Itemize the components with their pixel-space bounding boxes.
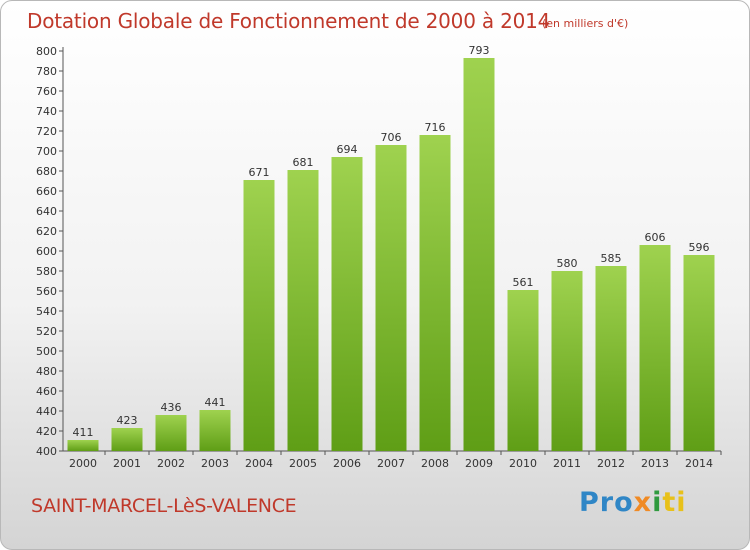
y-tick-label: 440: [36, 405, 57, 418]
y-tick-label: 520: [36, 325, 57, 338]
bar-2010: [507, 290, 539, 451]
x-tick-label: 2012: [597, 457, 625, 470]
data-label: 694: [337, 143, 358, 156]
y-tick-label: 740: [36, 105, 57, 118]
y-tick-label: 620: [36, 225, 57, 238]
bars-group: [67, 58, 715, 451]
bar-2011: [551, 271, 583, 451]
data-label: 436: [161, 401, 182, 414]
y-tick-label: 420: [36, 425, 57, 438]
data-label: 596: [689, 241, 710, 254]
data-label: 441: [205, 396, 226, 409]
x-tick-label: 2003: [201, 457, 229, 470]
bar-2008: [419, 135, 451, 451]
proxiti-logo[interactable]: Proxiti: [579, 487, 687, 518]
x-tick-label: 2006: [333, 457, 361, 470]
data-label: 561: [513, 276, 534, 289]
bar-2006: [331, 157, 363, 451]
x-tick-label: 2014: [685, 457, 713, 470]
x-tick-label: 2013: [641, 457, 669, 470]
y-tick-label: 680: [36, 165, 57, 178]
y-tick-label: 660: [36, 185, 57, 198]
y-tick-label: 560: [36, 285, 57, 298]
x-tick-label: 2009: [465, 457, 493, 470]
y-tick-label: 720: [36, 125, 57, 138]
data-label: 671: [249, 166, 270, 179]
y-tick-label: 700: [36, 145, 57, 158]
x-tick-label: 2007: [377, 457, 405, 470]
y-tick-label: 400: [36, 445, 57, 458]
y-axis: 400 420 440 460 480 500 520 540 560 580 600 620 640 6…: [36, 45, 64, 458]
x-tick-label: 2010: [509, 457, 537, 470]
data-label: 793: [469, 44, 490, 57]
y-tick-label: 460: [36, 385, 57, 398]
y-tick-label: 640: [36, 205, 57, 218]
y-tick-label: 580: [36, 265, 57, 278]
x-tick-label: 2011: [553, 457, 581, 470]
y-tick-label: 760: [36, 85, 57, 98]
bar-2001: [111, 428, 143, 451]
bar-2000: [67, 440, 99, 451]
data-label: 585: [601, 252, 622, 265]
bar-2013: [639, 245, 671, 451]
bar-2002: [155, 415, 187, 451]
y-tick-label: 500: [36, 345, 57, 358]
data-label: 411: [73, 426, 94, 439]
data-label: 706: [381, 131, 402, 144]
bar-2012: [595, 266, 627, 451]
data-label: 681: [293, 156, 314, 169]
bar-2005: [287, 170, 319, 451]
x-tick-label: 2001: [113, 457, 141, 470]
x-tick-label: 2000: [69, 457, 97, 470]
y-tick-label: 480: [36, 365, 57, 378]
data-label: 716: [425, 121, 446, 134]
y-tick-label: 800: [36, 45, 57, 58]
x-tick-label: 2008: [421, 457, 449, 470]
data-label: 606: [645, 231, 666, 244]
chart-subtitle: (en milliers d'€): [542, 17, 629, 30]
city-name: SAINT-MARCEL-LèS-VALENCE: [31, 495, 297, 517]
x-axis: 2000 2001 2002 2003 2004 2005 2006 2007 2008 2009…: [63, 450, 722, 470]
bar-2009: [463, 58, 495, 451]
y-tick-label: 780: [36, 65, 57, 78]
x-tick-label: 2002: [157, 457, 185, 470]
bar-2003: [199, 410, 231, 451]
data-label: 580: [557, 257, 578, 270]
bar-2014: [683, 255, 715, 451]
x-tick-label: 2004: [245, 457, 273, 470]
bar-2007: [375, 145, 407, 451]
chart-title: Dotation Globale de Fonctionnement de 20…: [27, 9, 551, 33]
x-tick-label: 2005: [289, 457, 317, 470]
data-labels-group: 411 423 436 441 671 681 694 706 716 793 561 580 585 6…: [73, 44, 710, 439]
y-tick-label: 600: [36, 245, 57, 258]
y-tick-label: 540: [36, 305, 57, 318]
data-label: 423: [117, 414, 138, 427]
bar-2004: [243, 180, 275, 451]
